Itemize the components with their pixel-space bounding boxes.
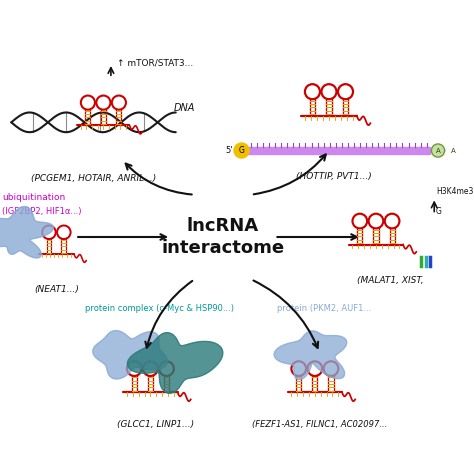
- Text: (GLCC1, LINP1...): (GLCC1, LINP1...): [117, 420, 194, 429]
- Text: (NEAT1...): (NEAT1...): [34, 285, 79, 294]
- Text: (FEZF1-AS1, FILNC1, AC02097...: (FEZF1-AS1, FILNC1, AC02097...: [252, 420, 387, 429]
- Text: (MALAT1, XIST,: (MALAT1, XIST,: [357, 275, 423, 284]
- Text: protein complex (c-Myc & HSP90...): protein complex (c-Myc & HSP90...): [85, 304, 234, 313]
- Text: DNA: DNA: [174, 103, 195, 113]
- Polygon shape: [93, 330, 167, 379]
- Text: A: A: [451, 147, 456, 154]
- Text: lncRNA
interactome: lncRNA interactome: [161, 217, 284, 257]
- Text: G: G: [238, 146, 245, 155]
- Circle shape: [447, 144, 460, 157]
- Bar: [247, 147, 430, 155]
- Text: (HOTTIP, PVT1...): (HOTTIP, PVT1...): [296, 172, 372, 181]
- Circle shape: [431, 144, 445, 157]
- Text: G: G: [436, 207, 442, 216]
- Text: H3K4me3: H3K4me3: [436, 187, 474, 196]
- Text: protein (PKM2, AUF1...: protein (PKM2, AUF1...: [277, 304, 372, 313]
- Circle shape: [234, 143, 249, 158]
- Text: 5': 5': [226, 146, 233, 155]
- Polygon shape: [128, 333, 223, 393]
- Text: (PCGEM1, HOTAIR, ANRIL...): (PCGEM1, HOTAIR, ANRIL...): [31, 174, 156, 183]
- Text: ↑ mTOR/STAT3...: ↑ mTOR/STAT3...: [118, 59, 194, 68]
- Polygon shape: [274, 331, 346, 380]
- Polygon shape: [0, 207, 54, 258]
- Text: A: A: [436, 147, 440, 154]
- Text: ubiquitination: ubiquitination: [2, 193, 65, 202]
- Text: (IGF2BP2, HIF1α...): (IGF2BP2, HIF1α...): [2, 207, 82, 216]
